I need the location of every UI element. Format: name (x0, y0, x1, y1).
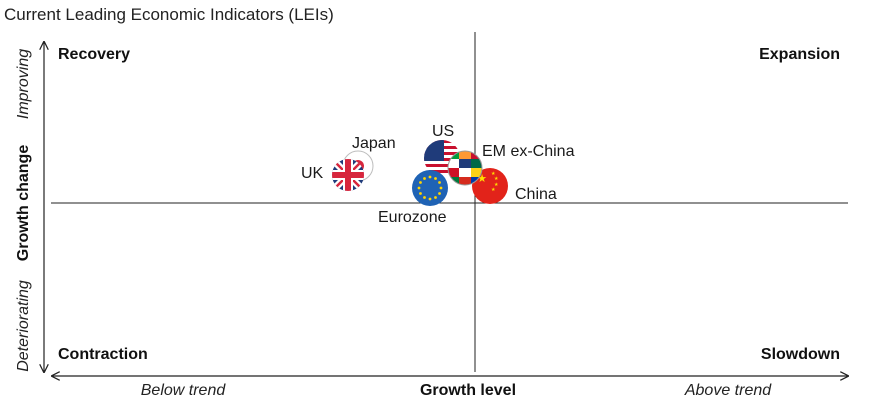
chart-title: Current Leading Economic Indicators (LEI… (4, 5, 334, 24)
eu-star (419, 192, 422, 195)
svg-text:★: ★ (491, 171, 496, 177)
svg-text:★: ★ (494, 182, 499, 188)
y-high-label: Improving (15, 49, 32, 119)
point-label-eurozone: Eurozone (378, 209, 447, 226)
y-axis-title: Growth change (15, 145, 32, 262)
quadrant-label-contraction: Contraction (58, 346, 148, 363)
quadrant-label-slowdown: Slowdown (761, 346, 840, 363)
point-label-uk: UK (301, 165, 324, 182)
quadrant-label-recovery: Recovery (58, 46, 130, 63)
china-flag-marker: ★ ★ ★ ★ ★ (472, 168, 508, 204)
svg-text:★: ★ (477, 173, 487, 185)
point-label-japan: Japan (352, 135, 396, 152)
eu-star (439, 186, 443, 190)
eu-star (419, 181, 422, 184)
eu-star (434, 196, 437, 199)
y-low-label: Deteriorating (15, 280, 32, 372)
eu-star (438, 181, 441, 184)
svg-text:★: ★ (494, 176, 499, 182)
eu-star (417, 186, 421, 190)
eurozone-flag-marker (412, 170, 448, 206)
eu-star (434, 177, 437, 180)
eu-star (423, 177, 426, 180)
eu-star (428, 175, 432, 179)
x-axis-title: Growth level (420, 382, 516, 399)
eu-star (428, 197, 432, 201)
eu-star (438, 192, 441, 195)
quadrant-label-expansion: Expansion (759, 46, 840, 63)
point-label-us: US (432, 123, 454, 140)
point-label-em-ex-china: EM ex-China (482, 143, 575, 160)
x-high-label: Above trend (684, 382, 772, 399)
eu-star (423, 196, 426, 199)
em-ex-china-flag-marker (447, 150, 483, 186)
svg-text:★: ★ (491, 187, 496, 193)
x-low-label: Below trend (141, 382, 227, 399)
point-label-china: China (515, 186, 557, 203)
